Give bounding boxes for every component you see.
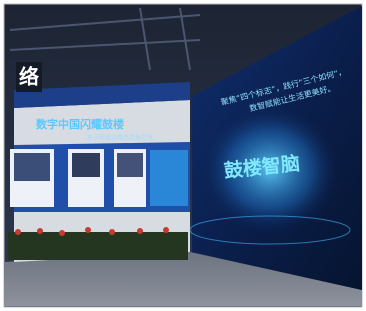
sign: 络 <box>19 65 39 89</box>
left-subtitle: 数字赋能鼓楼高质量发展 <box>87 134 153 142</box>
photo: 数字中国闪耀鼓楼 数字赋能鼓楼高质量发展 络 聚焦“四个标志”，践行“三个如何”… <box>0 0 366 311</box>
left-title: 数字中国闪耀鼓楼 <box>36 117 124 131</box>
page: {"scene": { "sign": "络", "left_wall": {"… <box>0 0 366 311</box>
screen-panels <box>10 149 188 207</box>
